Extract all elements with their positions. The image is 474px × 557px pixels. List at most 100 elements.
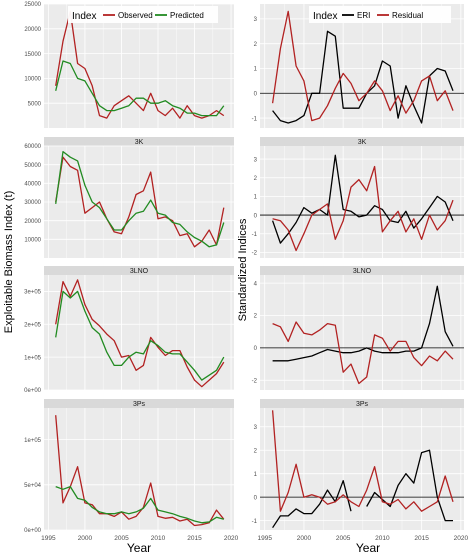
panel-4-series-eri-line [272, 30, 454, 124]
panel-4-y-tick-label: 0 [254, 91, 258, 97]
panel-3-y-tick-label: 1e+05 [24, 438, 42, 444]
panel-5-y-tick-label: 2 [254, 176, 258, 182]
panel-3-series-predicted-line [55, 485, 224, 524]
panel-1-y-tick-label: 30000 [24, 200, 41, 206]
panel-7-x-tick-label: 1995 [257, 535, 272, 542]
panel-3-background [44, 408, 234, 530]
panel-4-y-tick-label: 1 [254, 67, 258, 73]
panel-5-background [260, 146, 464, 258]
panel-5-strip [260, 137, 464, 146]
panel-5-y-tick-label: -1 [252, 232, 258, 238]
panel-0: 5000 10000 15000 20000 25000 [24, 2, 234, 128]
panel-4-series-residual-line [271, 10, 454, 122]
panel-1-series-observed-line [55, 156, 225, 248]
panel-3-y-tick-label: 5e+04 [24, 483, 42, 489]
panel-6-y-tick-label: 4 [254, 281, 258, 287]
panel-5-series-eri-line [271, 154, 454, 244]
panel-4-y-tick-label: 3 [254, 17, 258, 23]
panel-0-y-tick-label: 15000 [24, 52, 41, 58]
legend-right-title: Index [313, 11, 337, 22]
panel-7-strip [260, 399, 464, 408]
panel-1-y-tick-label: 50000 [24, 163, 41, 169]
panel-3-x-tick-label: 2010 [151, 535, 166, 542]
panel-3-strip-label: 3Ps [133, 401, 146, 408]
panel-1-series-predicted-line [55, 150, 225, 248]
panel-7: 3Ps -1 0 1 2 3 1995 2000 2005 2010 2015 2020 [252, 399, 469, 542]
panel-2-strip-label: 3LNO [130, 268, 149, 275]
legend-left-title: Index [72, 11, 96, 22]
panel-2-y-tick-label: 3e+05 [24, 290, 42, 296]
panel-4-background [260, 4, 464, 128]
panel-7-y-tick-label: 1 [254, 472, 258, 478]
panel-0-y-tick-label: 5000 [28, 101, 42, 107]
panel-3-x-tick-label: 2015 [187, 535, 202, 542]
panel-5-y-tick-label: 0 [254, 213, 258, 219]
panel-2-y-tick-label: 1e+05 [24, 355, 42, 361]
panel-6-series-residual-line [272, 321, 454, 385]
panel-6-background [260, 275, 464, 390]
panels-layer: 5000100001500020000250003K10000200003000… [24, 2, 468, 542]
legend-left-observed-label: Observed [118, 11, 153, 20]
panel-2: 3LNO 0e+00 1e+05 2e+05 3e+05 [24, 266, 234, 394]
panel-7-x-tick-label: 2015 [414, 535, 429, 542]
left-y-axis-title: Exploitable Biomass Index (t) [3, 191, 15, 333]
panel-3-series-observed-line [55, 415, 225, 527]
legend-right-eri-label: ERI [357, 11, 370, 20]
panel-1-y-tick-label: 40000 [24, 182, 41, 188]
panel-5-y-tick-label: -2 [252, 251, 258, 257]
panel-6-y-tick-label: -2 [252, 378, 258, 384]
panel-5-y-tick-label: 1 [254, 195, 258, 201]
panel-2-y-tick-label: 0e+00 [24, 388, 42, 394]
panel-0-y-tick-label: 10000 [24, 77, 41, 83]
panel-3-x-tick-label: 2000 [78, 535, 93, 542]
panel-5-strip-label: 3K [358, 139, 367, 146]
panel-2-y-tick-label: 2e+05 [24, 322, 42, 328]
panel-1-y-tick-label: 20000 [24, 219, 41, 225]
panel-7-background [260, 408, 464, 530]
panel-1: 3K 10000 20000 30000 40000 50000 60000 [24, 137, 234, 258]
panel-0-background [44, 4, 234, 128]
panel-1-y-tick-label: 10000 [24, 238, 41, 244]
panel-1-strip [44, 137, 234, 146]
panel-0-series-observed-line [55, 10, 225, 119]
panel-2-background [44, 275, 234, 390]
panel-7-x-tick-label: 2005 [336, 535, 351, 542]
panel-3-x-tick-label: 1995 [41, 535, 56, 542]
legend-left-box [68, 6, 218, 23]
panel-7-x-tick-label: 2000 [297, 535, 312, 542]
legend-right-residual-label: Residual [392, 11, 423, 20]
panel-7-x-tick-label: 2010 [375, 535, 390, 542]
panel-6: 3LNO -2 0 2 4 [252, 266, 464, 390]
right-y-axis-title: Standardized Indices [237, 218, 249, 321]
panel-5: 3K -2 -1 0 1 2 3 [252, 137, 464, 258]
panel-4-y-tick-label: -1 [252, 116, 258, 122]
panel-0-y-tick-label: 20000 [24, 27, 41, 33]
panel-4-y-tick-label: 2 [254, 42, 258, 48]
right-x-axis-title: Year [356, 541, 380, 555]
panel-3-y-tick-label: 0e+00 [24, 528, 42, 534]
panel-3-x-tick-label: 2005 [114, 535, 129, 542]
panel-7-y-tick-label: -1 [252, 519, 258, 525]
panel-6-strip [260, 266, 464, 275]
legend-right: Index ERI Residual [309, 6, 451, 23]
panel-5-y-tick-label: 3 [254, 157, 258, 163]
panel-2-series-observed-line [55, 279, 225, 388]
legend-left: Index Observed Predicted [68, 6, 218, 23]
panel-2-strip [44, 266, 234, 275]
panel-4: -1 0 1 2 3 [252, 4, 464, 128]
panel-7-series-residual-line [271, 410, 454, 512]
panel-1-strip-label: 3K [135, 139, 144, 146]
panel-6-y-tick-label: 2 [254, 314, 258, 320]
left-x-axis-title: Year [127, 541, 151, 555]
panel-3-x-tick-label: 2020 [224, 535, 239, 542]
panel-6-series-eri-line [272, 285, 454, 362]
panel-3: 3Ps 0e+00 5e+04 1e+05 1995 2000 2005 2010 2015 20… [24, 399, 239, 542]
panel-1-y-tick-label: 60000 [24, 144, 41, 150]
legend-left-predicted-label: Predicted [170, 11, 204, 20]
panel-2-series-predicted-line [55, 290, 225, 381]
panel-6-y-tick-label: 0 [254, 346, 258, 352]
panel-7-y-tick-label: 0 [254, 495, 258, 501]
panel-7-x-tick-label: 2020 [454, 535, 469, 542]
panel-0-y-tick-label: 25000 [24, 2, 41, 8]
